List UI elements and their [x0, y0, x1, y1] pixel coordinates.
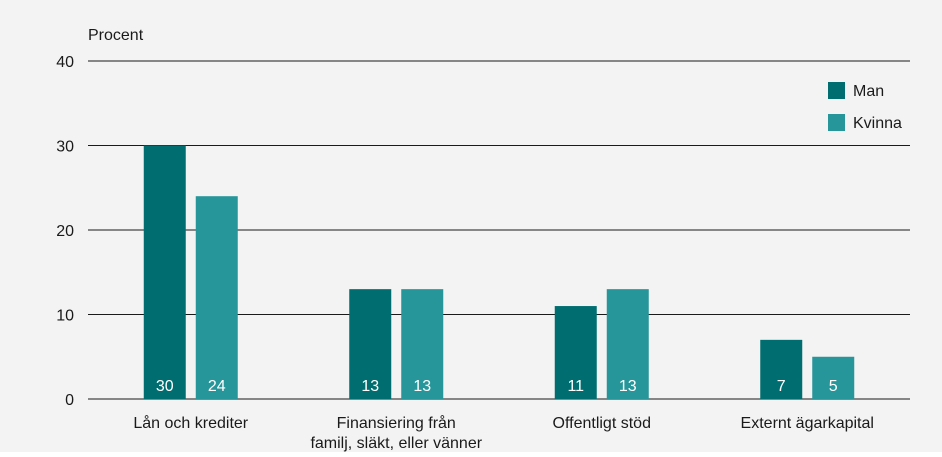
bar	[554, 306, 597, 399]
x-tick-label: familj, släkt, eller vänner	[310, 435, 482, 452]
bar	[760, 339, 803, 399]
bar-value-label: 30	[156, 378, 174, 395]
x-tick-label: Externt ägarkapital	[741, 415, 874, 432]
bar-value-label: 7	[777, 378, 786, 395]
bar	[401, 289, 444, 399]
x-tick-label: Offentligt stöd	[553, 415, 651, 432]
bar-value-label: 13	[413, 378, 431, 395]
y-tick-label: 20	[56, 223, 74, 240]
bar	[606, 289, 649, 399]
legend: Man Kvinna	[828, 82, 902, 132]
y-tick-label: 30	[56, 139, 74, 156]
bar	[195, 196, 238, 399]
y-tick-label: 0	[65, 392, 74, 409]
bar-value-label: 13	[361, 378, 379, 395]
y-tick-label: 10	[56, 308, 74, 325]
legend-label: Man	[853, 83, 884, 100]
bar-value-label: 13	[619, 378, 637, 395]
legend-swatch	[828, 82, 845, 99]
legend-label: Kvinna	[853, 115, 902, 132]
bar	[143, 145, 186, 399]
y-tick-labels: 0 10 20 30 40	[56, 54, 74, 409]
bar-value-label: 5	[829, 378, 838, 395]
x-tick-labels: Lån och krediter Finansiering från familj,…	[133, 414, 874, 452]
y-axis-label: Procent	[88, 27, 144, 44]
y-tick-label: 40	[56, 54, 74, 71]
x-tick-label: Finansiering från	[337, 414, 456, 432]
legend-swatch	[828, 114, 845, 131]
bar-value-label: 24	[208, 378, 226, 395]
bar	[349, 289, 392, 399]
bars: 30 24 13 13 11 13 7 5	[143, 145, 855, 399]
bar	[812, 356, 855, 399]
bar-value-label: 11	[567, 378, 584, 395]
x-tick-label: Lån och krediter	[133, 414, 248, 432]
